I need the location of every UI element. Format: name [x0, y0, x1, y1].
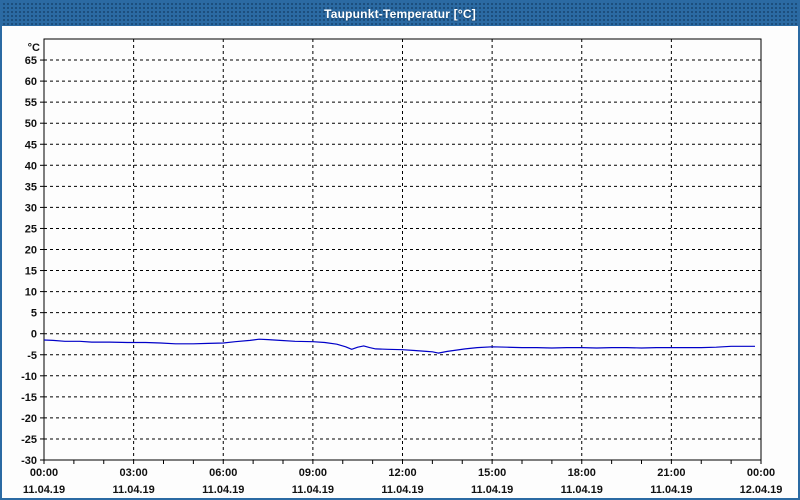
y-tick-label: 25 [25, 223, 37, 235]
x-tick-time-label: 15:00 [478, 467, 506, 479]
y-tick-label: 10 [25, 287, 37, 299]
y-tick-label: 45 [25, 139, 37, 151]
window-titlebar[interactable]: Taupunkt-Temperatur [°C] [2, 2, 798, 26]
y-tick-label: -20 [21, 413, 37, 425]
y-tick-label: 5 [31, 308, 37, 320]
x-tick-date-label: 11.04.19 [381, 484, 423, 496]
x-tick-date-label: 11.04.19 [292, 484, 334, 496]
y-tick-label: 30 [25, 202, 37, 214]
x-tick-date-label: 11.04.19 [471, 484, 513, 496]
y-tick-label: 15 [25, 266, 37, 278]
x-tick-date-label: 11.04.19 [650, 484, 692, 496]
y-tick-label: -5 [27, 350, 37, 362]
y-tick-label: 35 [25, 181, 37, 193]
x-tick-date-label: 11.04.19 [561, 484, 603, 496]
y-tick-label: 40 [25, 160, 37, 172]
y-tick-label: 20 [25, 245, 37, 257]
x-tick-time-label: 03:00 [120, 467, 148, 479]
y-tick-label: 55 [25, 97, 37, 109]
x-tick-date-label: 11.04.19 [202, 484, 244, 496]
y-tick-label: 60 [25, 76, 37, 88]
x-tick-time-label: 06:00 [209, 467, 237, 479]
x-tick-time-label: 00:00 [30, 467, 58, 479]
y-tick-label: -30 [21, 455, 37, 467]
x-tick-time-label: 12:00 [388, 467, 416, 479]
x-tick-date-label: 12.04.19 [740, 484, 783, 496]
x-tick-date-label: 11.04.19 [113, 484, 155, 496]
y-tick-label: 0 [31, 329, 37, 341]
y-axis-unit-label: °C [28, 42, 40, 54]
y-tick-label: -25 [21, 434, 37, 446]
plot-frame [43, 38, 762, 461]
y-tick-label: 50 [25, 118, 37, 130]
window-title: Taupunkt-Temperatur [°C] [324, 7, 476, 21]
x-tick-time-label: 21:00 [657, 467, 685, 479]
dewpoint-series-line [43, 338, 755, 354]
y-tick-label: -15 [21, 392, 37, 404]
x-tick-time-label: 18:00 [568, 467, 596, 479]
y-tick-label: 65 [25, 55, 37, 67]
x-tick-time-label: 09:00 [299, 467, 327, 479]
x-tick-date-label: 11.04.19 [23, 484, 65, 496]
y-tick-label: -10 [21, 371, 37, 383]
x-tick-time-label: 00:00 [747, 467, 775, 479]
